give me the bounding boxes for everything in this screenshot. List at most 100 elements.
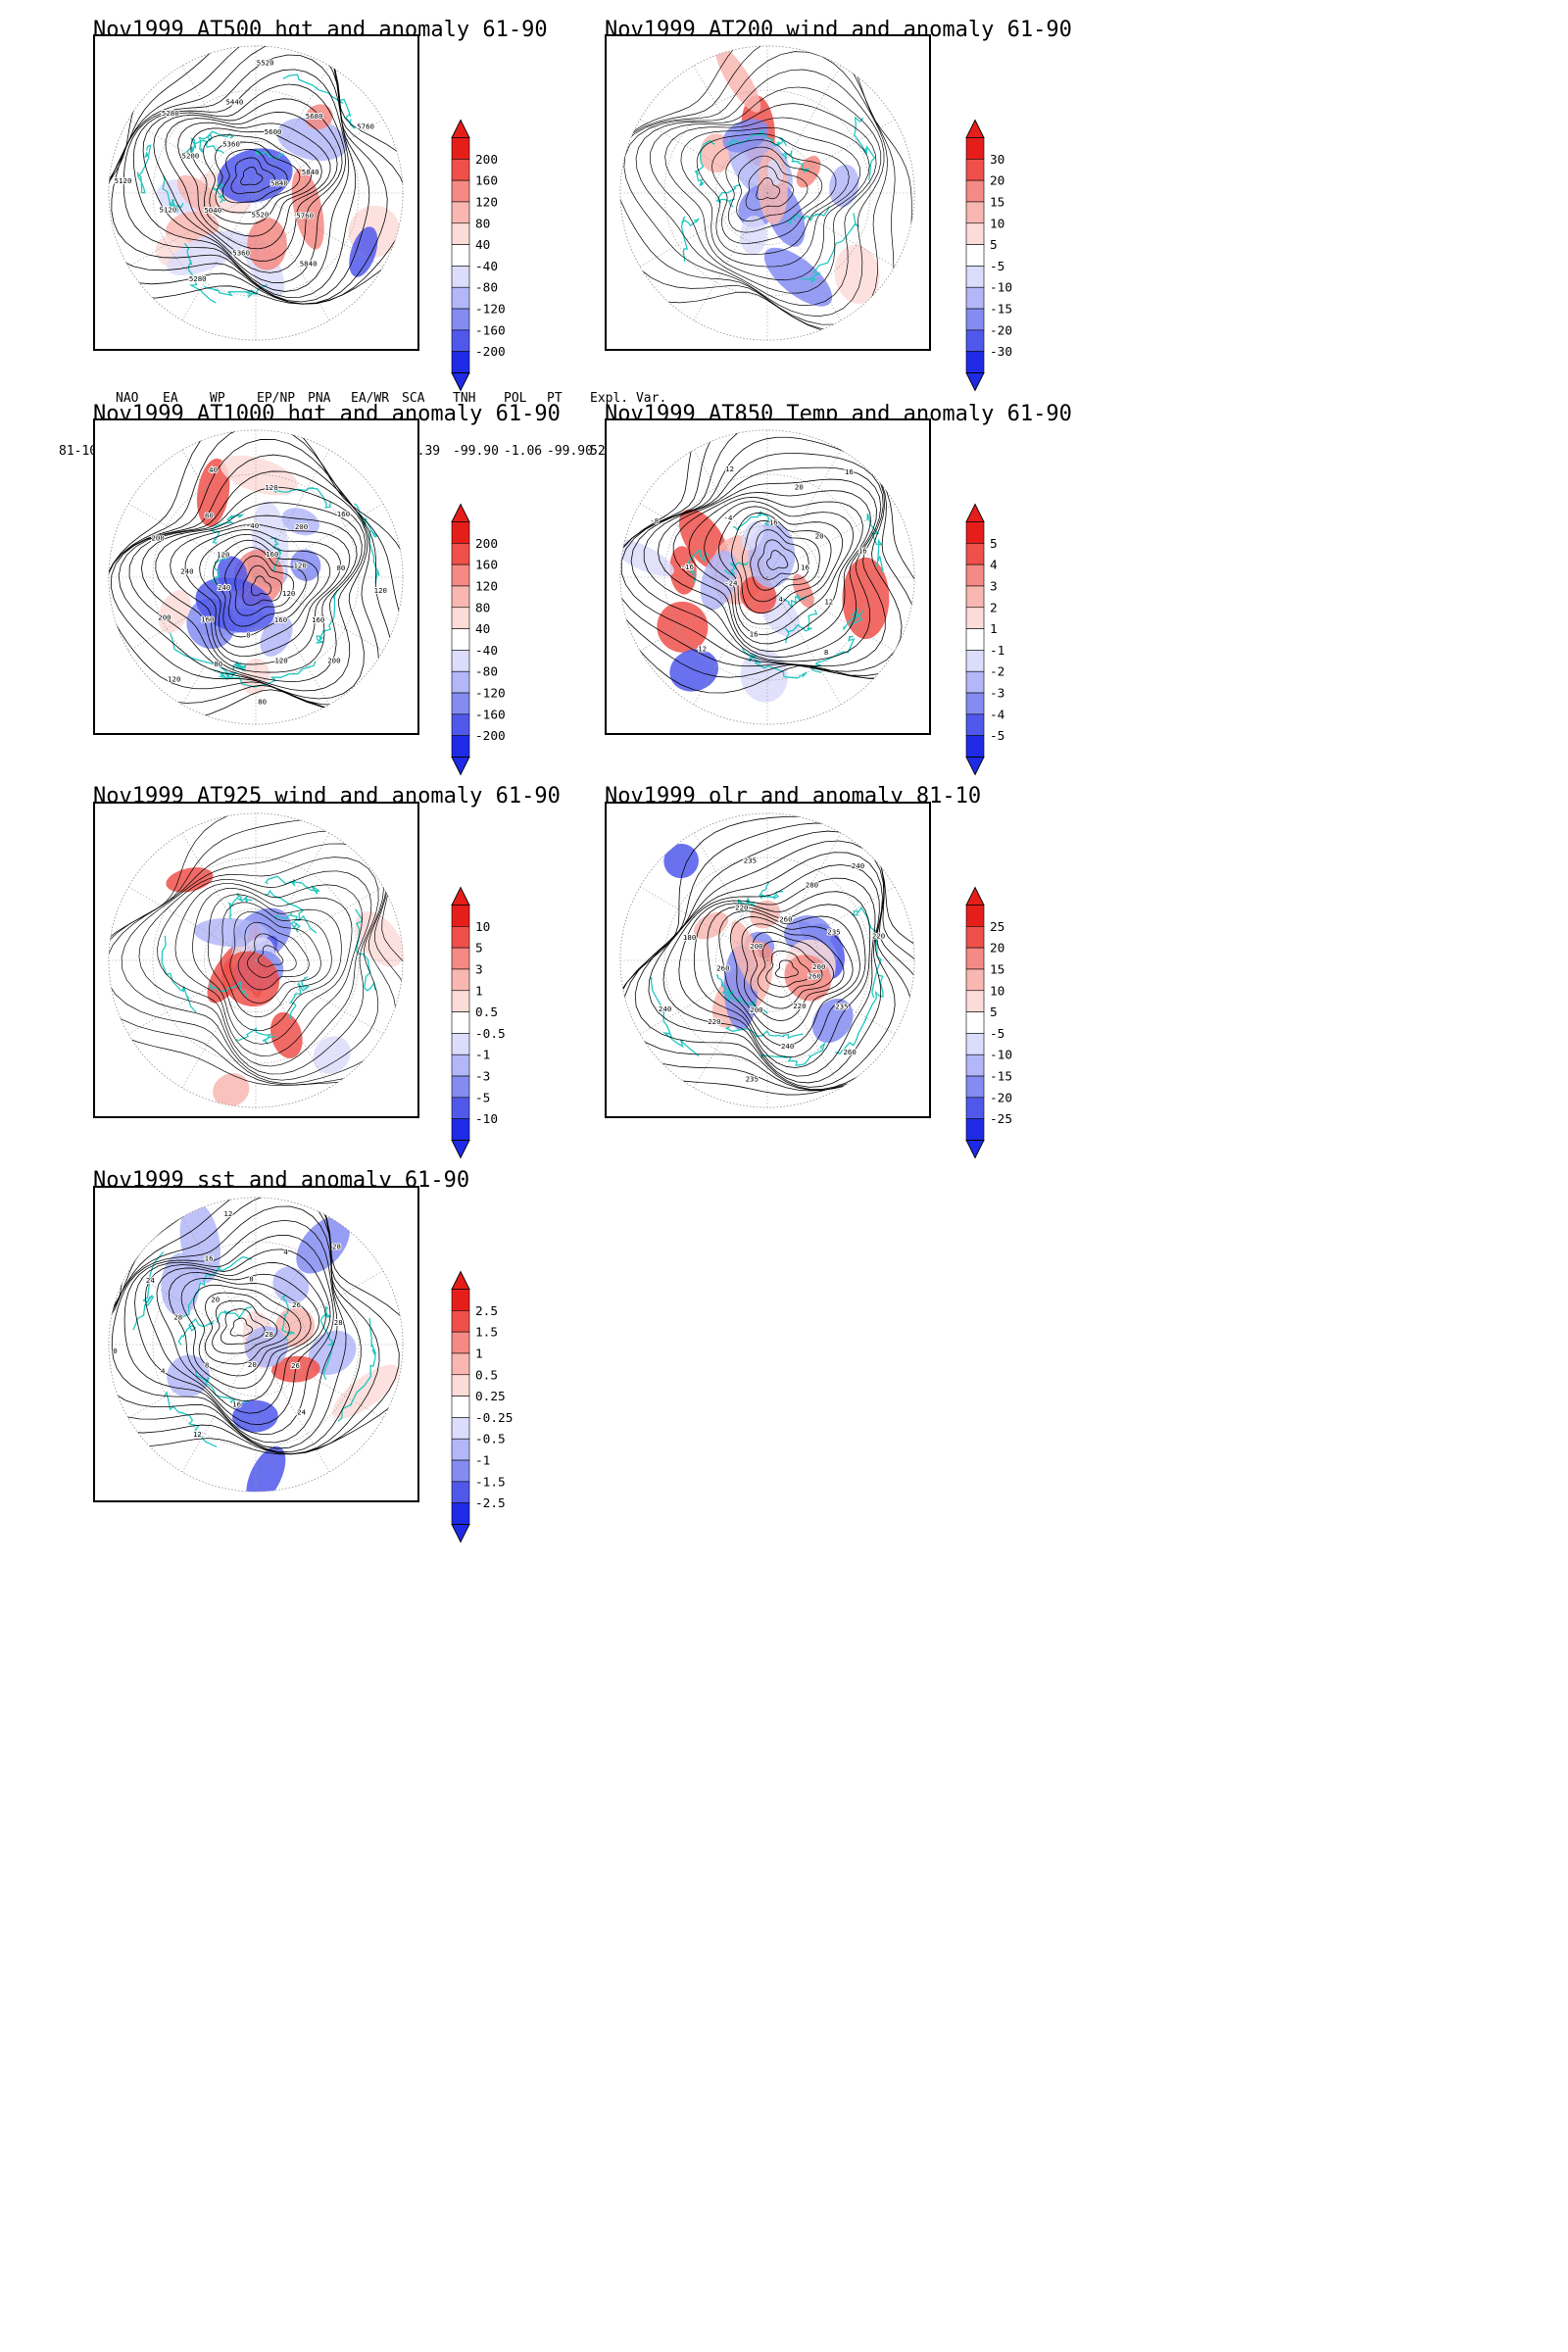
contour-label: 5760 — [357, 122, 374, 131]
coastline — [316, 588, 340, 644]
colorbar-tick-label: -1.5 — [475, 1475, 506, 1490]
contour-label: 5280 — [162, 109, 179, 118]
coastline — [288, 975, 311, 1020]
coastline — [208, 980, 248, 998]
contour-line — [240, 167, 264, 186]
contour-line — [741, 519, 820, 603]
contour-label: -40 — [246, 521, 259, 530]
map-wind200 — [605, 34, 931, 351]
contour-label: -4 — [724, 514, 733, 522]
anomaly-region — [619, 538, 674, 576]
colorbar-tick-label: -200 — [475, 729, 506, 744]
contour-line — [745, 166, 794, 211]
map-svg-temp850: 16 12 8 4 16 12 -24 -16 -8 -4 12 16 20 16 20 16 — [619, 429, 915, 725]
coastline — [177, 1317, 215, 1346]
contour-line — [224, 547, 307, 627]
coastline — [780, 150, 811, 173]
anomaly-region — [167, 230, 246, 275]
anomaly-region — [290, 549, 321, 581]
contour-label: 5840 — [270, 179, 288, 188]
coastline — [274, 912, 301, 933]
anomaly-region — [167, 1354, 210, 1397]
contour-line — [711, 139, 837, 244]
anomaly-region — [213, 1073, 250, 1107]
colorbar-tick-label: -10 — [990, 1049, 1012, 1063]
contour-line — [229, 1317, 254, 1337]
colorbar-tick-label: 160 — [475, 559, 498, 573]
colorbar-tick-label: 40 — [475, 622, 490, 637]
contour-label: 280 — [806, 881, 818, 890]
contour-line — [199, 533, 331, 648]
anomaly-region — [166, 867, 214, 893]
coastline — [737, 897, 757, 913]
teleconnection-value: -99.90 — [453, 444, 499, 459]
contour-label: 5360 — [232, 249, 250, 258]
map-sst: 28 26 24 20 16 12 8 4 0 28 24 20 16 12 8 4 28 26 28 — [93, 1186, 419, 1502]
colorbar-tick-label: -25 — [990, 1112, 1012, 1127]
contour-line — [704, 501, 855, 636]
coastline — [725, 128, 763, 146]
contour-label: 16 — [769, 517, 778, 526]
contour-label: 5840 — [300, 259, 318, 268]
contour-line — [220, 902, 332, 1018]
contour-line — [193, 1284, 302, 1377]
contour-label: 20 — [795, 483, 804, 492]
contour-line — [234, 555, 295, 616]
map-svg-olr: 260 235 260 220 240 235 200 220 240 260 180 200 220 2… — [619, 812, 915, 1108]
contour-label: 200 — [750, 1005, 762, 1014]
colorbar-tick-label: 200 — [475, 153, 498, 168]
colorbar-tick-label: 0.5 — [475, 1368, 498, 1383]
colorbar-tick-label: -1 — [475, 1454, 490, 1469]
contour-line — [648, 852, 896, 1088]
colorbar-tick-label: -5 — [475, 1091, 490, 1105]
contour-line — [221, 148, 288, 204]
map-svg-hgt500: 5840 5760 5840 5520 5360 5280 5040 5120 5120 5200… — [108, 45, 404, 341]
colorbar-tick-label: 1 — [475, 1347, 483, 1361]
coastline — [694, 140, 715, 187]
contour-line — [257, 945, 284, 967]
contour-line — [122, 54, 357, 298]
colorbar-tick-label: 5 — [475, 942, 483, 956]
contour-line — [157, 870, 372, 1067]
contour-line — [215, 141, 301, 214]
anomaly-region — [272, 1266, 310, 1304]
contour-label: 235 — [744, 857, 757, 865]
anomaly-region — [796, 155, 821, 188]
colorbar-tick-label: -10 — [475, 1112, 498, 1127]
contour-label: 5760 — [296, 211, 314, 220]
contour-label: 235 — [746, 1075, 759, 1084]
anomaly-region — [193, 917, 270, 948]
contour-label: 0 — [246, 631, 250, 640]
colorbar-tick-label: 120 — [475, 195, 498, 210]
colorbar-temp850: 5 4 3 2 1 -1 -2 -3 -4 -5 — [960, 497, 1049, 791]
contour-line — [775, 959, 799, 979]
contour-line — [203, 134, 312, 224]
anomaly-region — [196, 458, 230, 527]
contour-label: 260 — [779, 915, 792, 924]
contour-line — [170, 523, 351, 665]
contour-label: 28 — [265, 1330, 273, 1339]
contour-line — [153, 98, 343, 273]
coastline — [270, 537, 282, 571]
contour-label: 80 — [258, 697, 267, 706]
contour-line — [766, 550, 789, 570]
map-wind925 — [93, 802, 419, 1118]
coastline — [163, 1391, 218, 1447]
contour-label: 5120 — [160, 205, 177, 214]
anomaly-region — [750, 900, 781, 929]
contour-label: 16 — [801, 563, 809, 571]
contour-line — [220, 1308, 266, 1346]
coastline — [161, 935, 197, 1013]
coastline — [779, 593, 808, 609]
colorbar-tick-label: -20 — [990, 323, 1012, 338]
contour-line — [118, 470, 368, 700]
contour-label: 120 — [265, 483, 277, 492]
contour-label: 5200 — [182, 152, 200, 161]
contour-label: -8 — [650, 516, 659, 525]
contour-label: 260 — [808, 972, 821, 981]
anomaly-region — [715, 45, 761, 113]
contour-label: 12 — [223, 1209, 232, 1218]
contour-label: 220 — [708, 1017, 720, 1026]
contour-line — [132, 69, 350, 292]
colorbar-tick-label: -1 — [475, 1049, 490, 1063]
